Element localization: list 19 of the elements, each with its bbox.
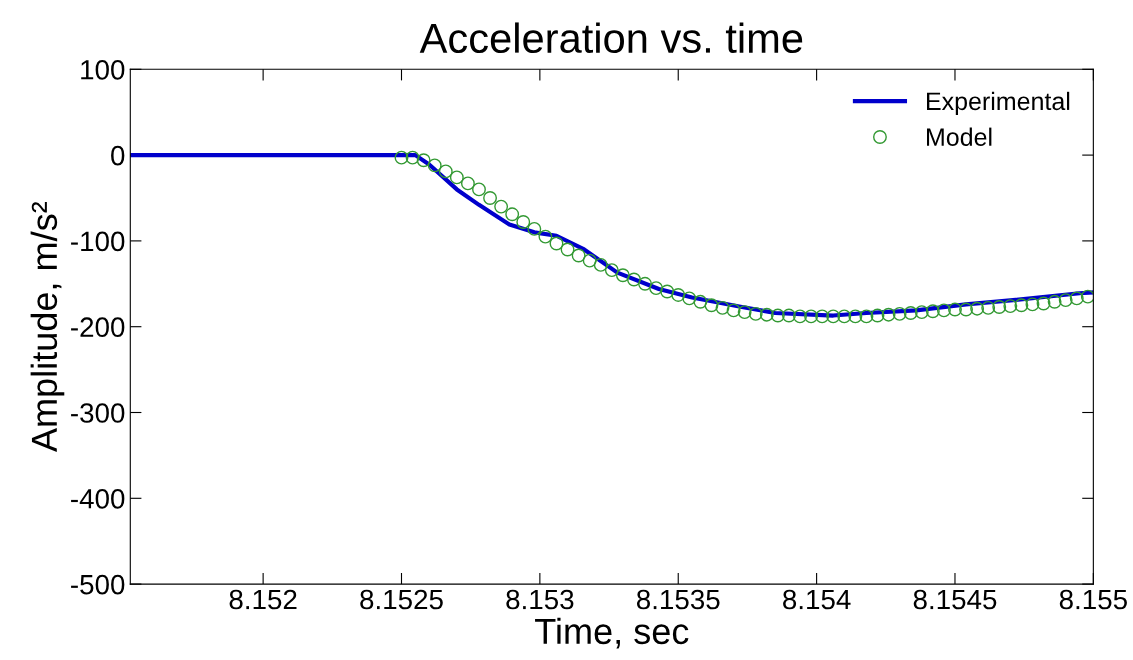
x-tick-label: 8.1545: [913, 589, 997, 610]
chart-title: Acceleration vs. time: [419, 22, 803, 54]
x-tick-label: 8.153: [506, 589, 574, 610]
x-tick-label: 8.154: [783, 589, 851, 610]
y-axis-title: Amplitude, m/s²: [30, 201, 65, 453]
y-tick-label: -100: [71, 231, 125, 252]
y-tick-label: -300: [71, 403, 125, 423]
x-tick-label: 8.155: [1059, 589, 1127, 610]
y-tick-label: 100: [81, 59, 125, 80]
y-tick-label: -400: [71, 488, 125, 509]
x-tick-label: 8.152: [229, 589, 297, 610]
x-tick-label: 8.1525: [360, 589, 443, 610]
x-axis-title: Time, sec: [535, 617, 689, 649]
x-tick-label: 8.1535: [636, 589, 720, 610]
y-tick-label: 0: [111, 145, 125, 166]
y-tick-label: -200: [71, 317, 125, 338]
legend-label: Model: [927, 127, 992, 146]
legend-label: Experimental: [927, 91, 1070, 116]
y-tick-label: -500: [71, 574, 125, 595]
